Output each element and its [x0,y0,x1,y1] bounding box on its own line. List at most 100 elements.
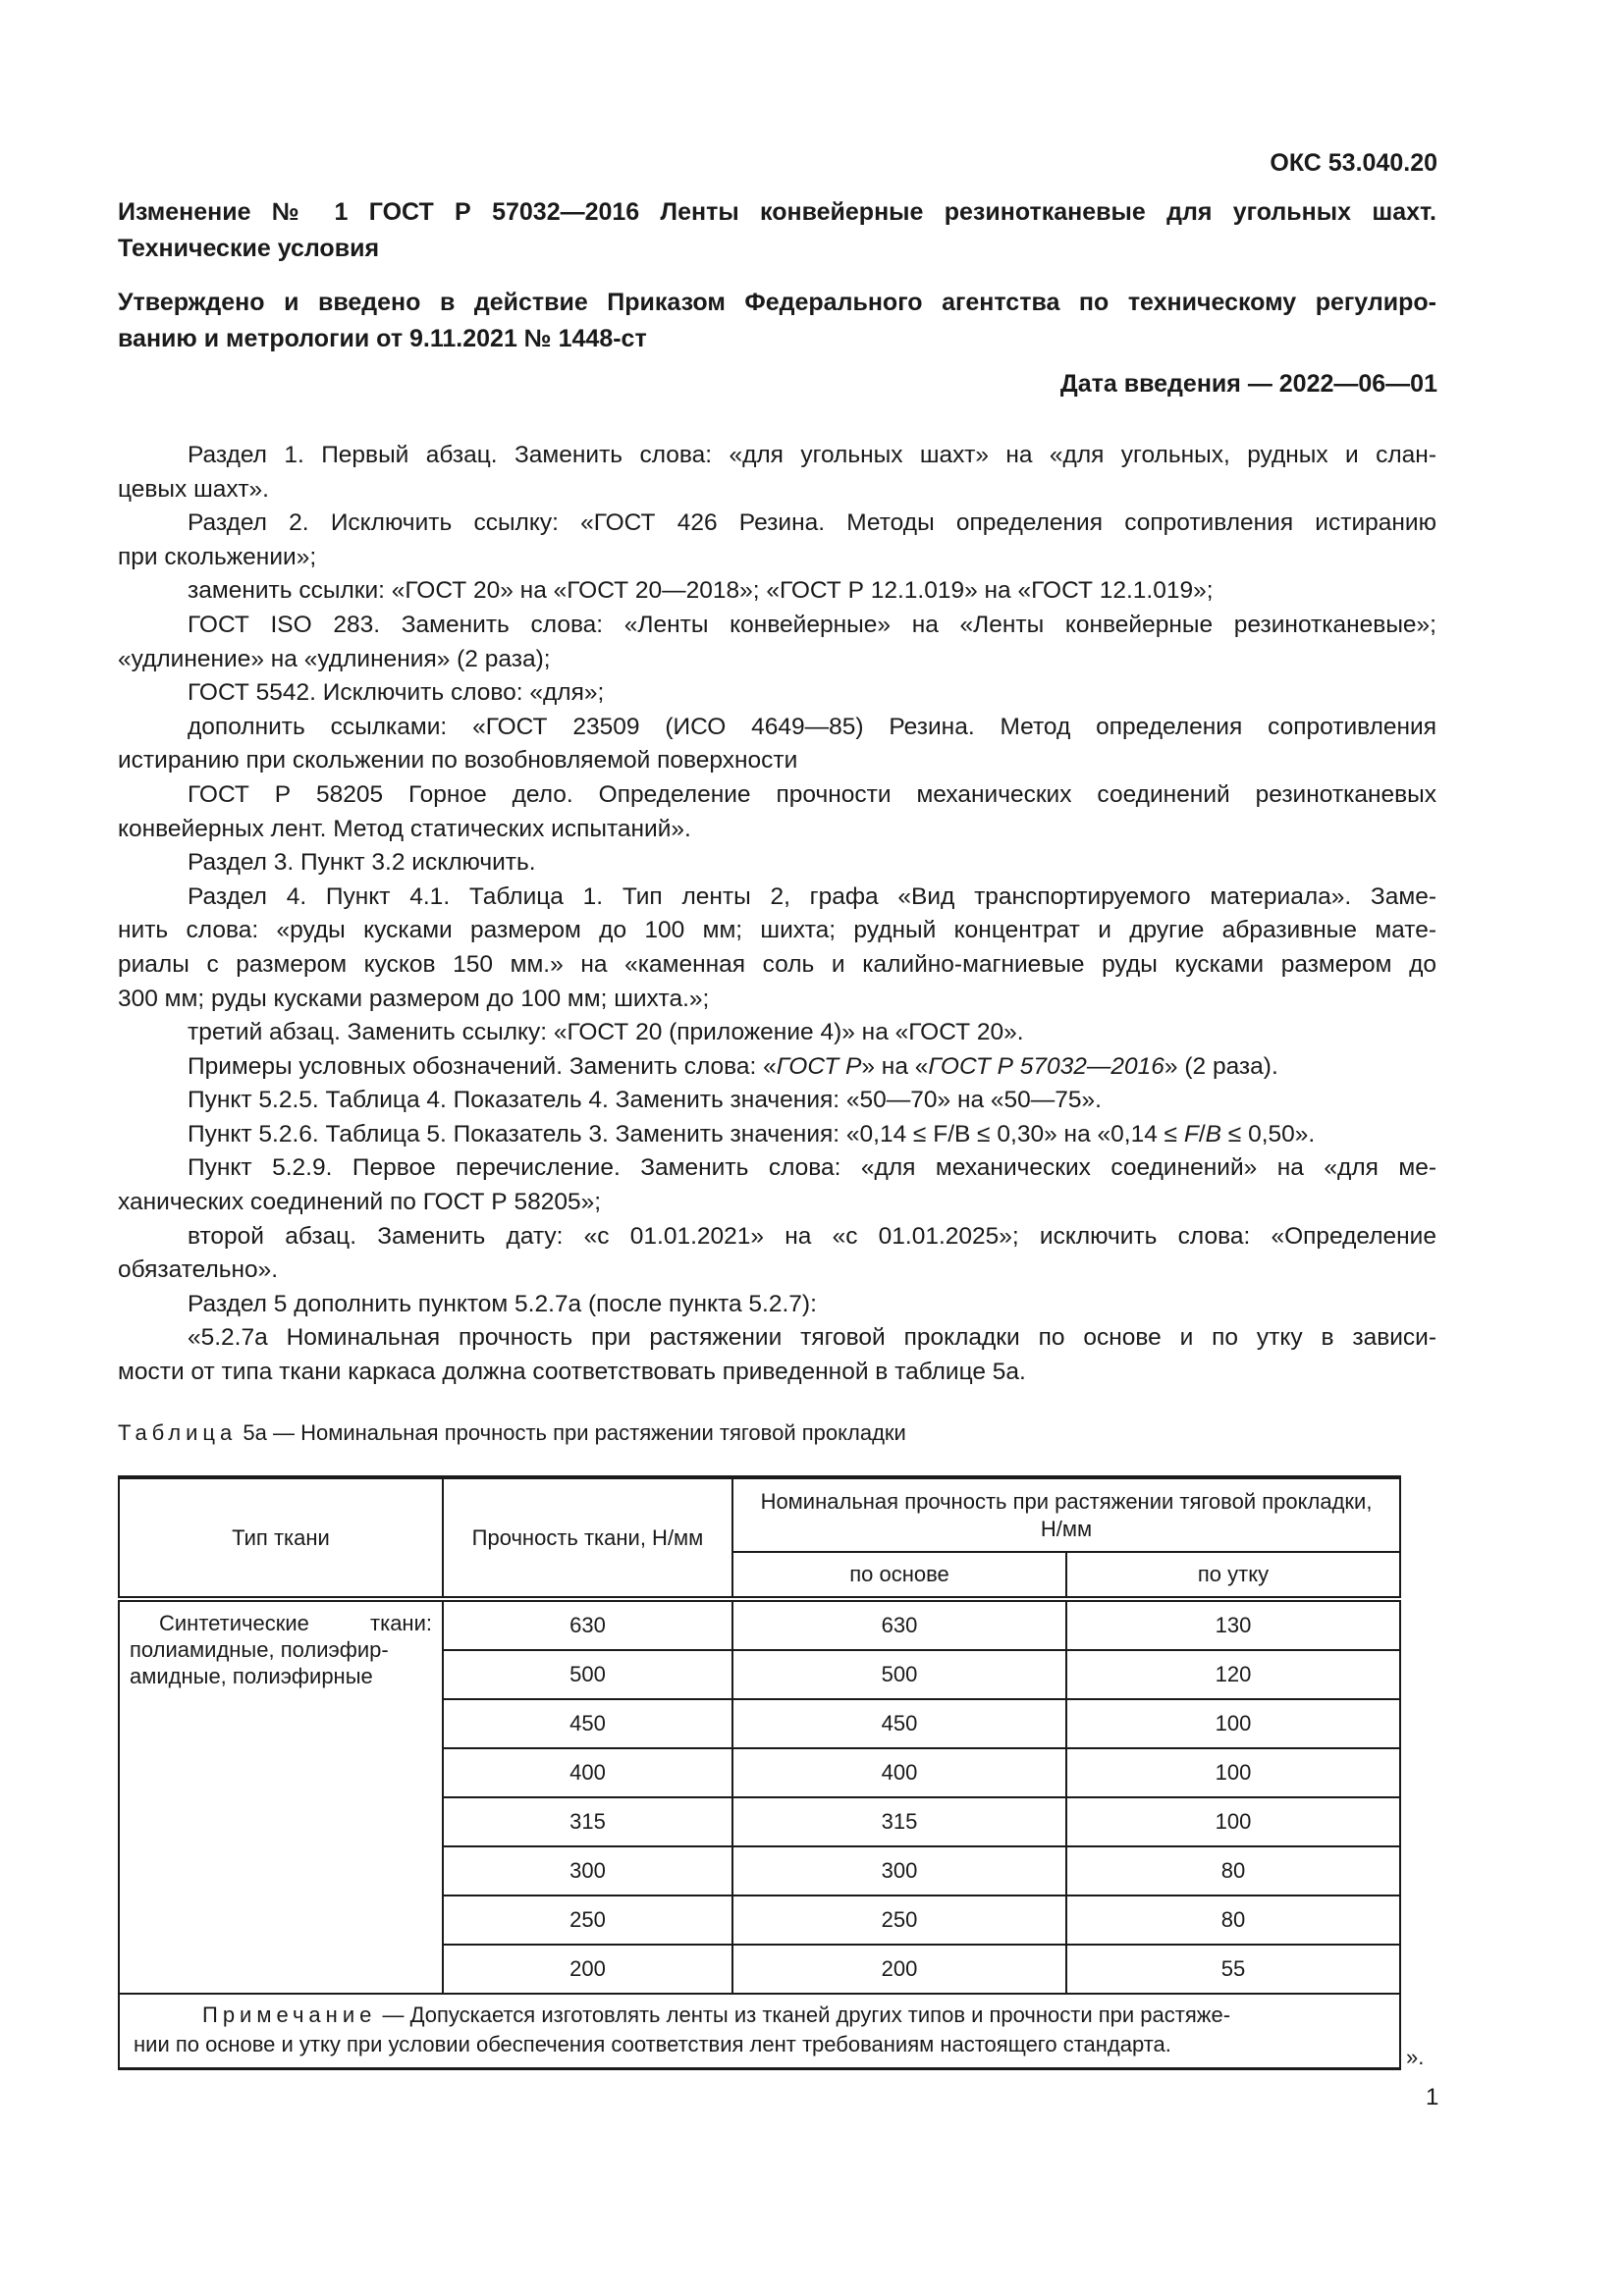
table-row: 200 200 55 [119,1944,1401,1995]
text-segment: ГОСТ Р 57032—2016 [928,1052,1164,1080]
text-segment: нить слова: «руды кусками размером до 10… [118,917,1436,944]
text-segment: Пункт 5.2.6. Таблица 5. Показатель 3. За… [188,1120,1184,1148]
text-line: обязательно». [118,1254,1436,1288]
table-row: Синтетические ткани: полиамидные, полиэфи… [118,1596,1401,1995]
warp-strength-cell: 630 [731,1596,1067,1651]
text-segment: B [1205,1120,1222,1148]
text-segment: Раздел 4. Пункт 4.1. Таблица 1. Тип лент… [188,882,1436,910]
text-line: истиранию при скольжении по возобновляем… [118,744,1436,778]
table-row: 250 250 80 [119,1895,1401,1946]
text-line: Раздел 4. Пункт 4.1. Таблица 1. Тип лент… [118,881,1436,915]
text-segment: ханических соединений по ГОСТ Р 58205»; [118,1189,602,1216]
note-label: Примечание [202,2002,377,2027]
title-line-1: Изменение № 1 ГОСТ Р 57032—2016 Ленты ко… [118,198,1436,226]
fabric-strength-cell: 250 [442,1895,733,1946]
fabric-strength-cell: 315 [442,1796,733,1847]
warp-strength-cell: 450 [731,1698,1067,1749]
text-segment: Пункт 5.2.5. Таблица 4. Показатель 4. За… [188,1087,1102,1114]
text-line: Раздел 5 дополнить пунктом 5.2.7а (после… [118,1288,1436,1322]
table-row: 315 315 100 [119,1796,1401,1847]
weft-strength-cell: 80 [1065,1845,1401,1896]
table-note: Примечание — Допускается изготовлять лен… [118,1993,1401,2070]
weft-strength-cell: 100 [1065,1796,1401,1847]
table-row: 400 400 100 [119,1747,1401,1798]
table-row: 500 500 120 [119,1649,1401,1700]
header-warp: по основе [731,1551,1067,1600]
fabric-type-line: амидные, полиэфирные [130,1664,373,1688]
page-number: 1 [1426,2084,1439,2110]
text-segment: «5.2.7а Номинальная прочность при растяж… [188,1324,1436,1352]
text-segment: конвейерных лент. Метод статических испы… [118,815,691,842]
text-line: третий абзац. Заменить ссылку: «ГОСТ 20 … [118,1016,1436,1050]
warp-strength-cell: 315 [731,1796,1067,1847]
text-line: Пункт 5.2.9. Первое перечисление. Замени… [118,1151,1436,1186]
text-line: риалы с размером кусков 150 мм.» на «кам… [118,948,1436,983]
text-segment: / [1198,1120,1206,1148]
weft-strength-cell: 80 [1065,1895,1401,1946]
document-title: Изменение № 1 ГОСТ Р 57032—2016 Ленты ко… [118,194,1436,267]
text-line: ханических соединений по ГОСТ Р 58205»; [118,1186,1436,1220]
title-line-2: Технические условия [118,235,380,262]
text-line: «5.2.7а Номинальная прочность при растяж… [118,1321,1436,1356]
header-fabric-type: Тип ткани [118,1476,444,1600]
fabric-strength-cell: 500 [442,1649,733,1700]
text-line: ГОСТ ISO 283. Заменить слова: «Ленты кон… [118,609,1436,643]
text-segment: третий абзац. Заменить ссылку: «ГОСТ 20 … [188,1019,1024,1046]
table-row: 300 300 80 [119,1845,1401,1896]
fabric-type-line: полиамидные, полиэфир- [130,1637,389,1662]
text-line: цевых шахт». [118,473,1436,507]
warp-strength-cell: 250 [731,1895,1067,1946]
classification-code: ОКС 53.040.20 [1270,149,1437,177]
text-line: ГОСТ Р 58205 Горное дело. Определение пр… [118,778,1436,813]
fabric-strength-cell: 300 [442,1845,733,1896]
text-segment: Раздел 5 дополнить пунктом 5.2.7а (после… [188,1290,817,1317]
text-line: Раздел 2. Исключить ссылку: «ГОСТ 426 Ре… [118,507,1436,541]
warp-strength-cell: 300 [731,1845,1067,1896]
text-line: Примеры условных обозначений. Заменить с… [118,1050,1436,1085]
text-segment: » на « [861,1052,929,1080]
fabric-strength-cell: 400 [442,1747,733,1798]
table-caption: Таблица 5а — Номинальная прочность при р… [118,1420,906,1446]
weft-strength-cell: 55 [1065,1944,1401,1995]
text-segment: Раздел 3. Пункт 3.2 исключить. [188,849,536,877]
amendment-body: Раздел 1. Первый абзац. Заменить слова: … [118,439,1436,1390]
text-segment: » (2 раза). [1164,1052,1278,1080]
fabric-strength-cell: 450 [442,1698,733,1749]
text-line: Раздел 3. Пункт 3.2 исключить. [118,846,1436,881]
text-segment: ГОСТ Р 58205 Горное дело. Определение пр… [188,780,1436,808]
text-segment: ≤ 0,50». [1221,1120,1316,1148]
fabric-strength-cell: 200 [442,1944,733,1995]
table-subheader-row: по основе по утку [119,1551,1401,1600]
text-segment: цевых шахт». [118,475,269,503]
text-segment: «удлинение» на «удлинения» (2 раза); [118,645,551,672]
weft-strength-cell: 120 [1065,1649,1401,1700]
text-line: конвейерных лент. Метод статических испы… [118,813,1436,847]
table-row: 450 450 100 [119,1698,1401,1749]
text-line: дополнить ссылками: «ГОСТ 23509 (ИСО 464… [118,711,1436,745]
text-segment: 300 мм; руды кусками размером до 100 мм;… [118,985,710,1012]
text-segment: Пункт 5.2.9. Первое перечисление. Замени… [188,1154,1436,1182]
closing-quote: ». [1406,2045,1425,2069]
text-segment: Раздел 1. Первый абзац. Заменить слова: … [188,442,1436,468]
fabric-type-cell: Синтетические ткани: полиамидные, полиэфи… [118,1596,444,1995]
header-weft: по утку [1065,1551,1401,1600]
warp-strength-cell: 200 [731,1944,1067,1995]
note-line-1: — Допускается изготовлять ленты из ткане… [376,2002,1231,2027]
text-segment: риалы с размером кусков 150 мм.» на «кам… [118,950,1436,978]
text-segment: мости от типа ткани каркаса должна соотв… [118,1359,1026,1386]
fabric-type-line: Синтетические ткани: [159,1611,432,1635]
header-nominal-strength: Номинальная прочность при растяжении тяг… [731,1476,1401,1553]
text-line: Пункт 5.2.6. Таблица 5. Показатель 3. За… [118,1118,1436,1152]
weft-strength-cell: 130 [1065,1596,1401,1651]
text-segment: второй абзац. Заменить дату: «с 01.01.20… [188,1222,1436,1250]
text-line: нить слова: «руды кусками размером до 10… [118,914,1436,948]
text-line: Раздел 1. Первый абзац. Заменить слова: … [118,439,1436,473]
approval-line-1: Утверждено и введено в действие Приказом… [118,289,1436,316]
text-segment: истиранию при скольжении по возобновляем… [118,747,798,774]
text-line: второй абзац. Заменить дату: «с 01.01.20… [118,1220,1436,1255]
note-line-2: нии по основе и утку при условии обеспеч… [134,2032,1171,2056]
text-line: Пункт 5.2.5. Таблица 4. Показатель 4. За… [118,1084,1436,1118]
text-line: ГОСТ 5542. Исключить слово: «для»; [118,676,1436,711]
table-caption-label: Таблица [118,1420,238,1445]
warp-strength-cell: 500 [731,1649,1067,1700]
